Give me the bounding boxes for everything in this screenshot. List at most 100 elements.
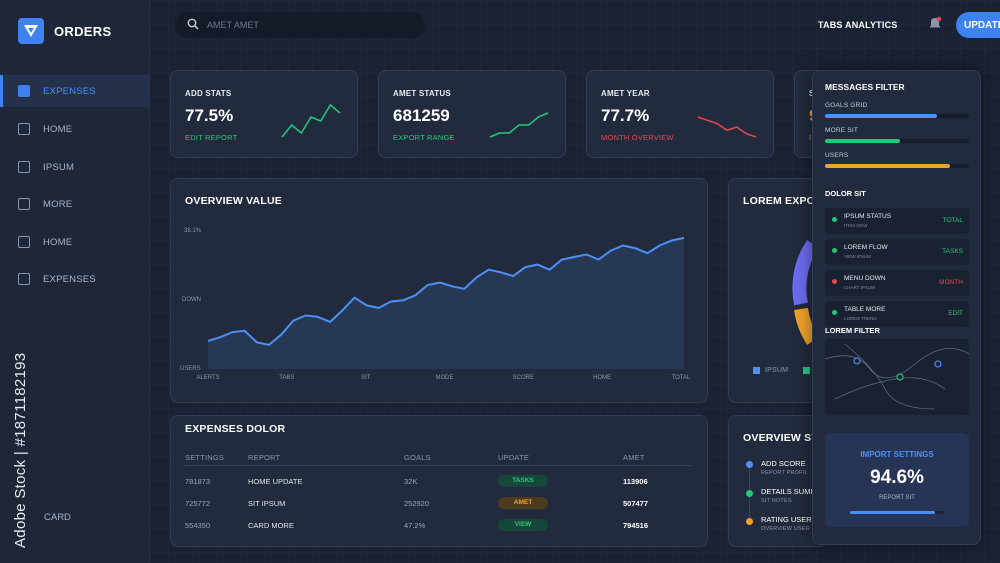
- sidebar-item-label: IPSUM: [43, 161, 75, 173]
- table-title: EXPENSES DOLOR: [185, 423, 286, 435]
- stat-value: 681259: [393, 106, 450, 125]
- search-icon: [187, 18, 199, 30]
- stat-link[interactable]: I: [809, 133, 812, 142]
- chart-line: [207, 236, 685, 346]
- stat-label: S: [809, 89, 815, 98]
- lorem-export-card: LOREM EXPOR IPSUM: [728, 178, 828, 403]
- stat-label: AMET STATUS: [393, 89, 451, 98]
- search-input[interactable]: AMET AMET: [207, 20, 259, 30]
- table-cell: 725772: [185, 499, 211, 508]
- stat-value: 77.5%: [185, 106, 234, 125]
- checkbox-icon: [18, 236, 30, 248]
- list-item-title: IPSUM STATUS: [844, 213, 892, 220]
- column-header[interactable]: REPORT: [248, 453, 281, 462]
- chart-title: OVERVIEW VALUE: [185, 195, 282, 207]
- timeline-title: DETAILS SUMI: [761, 487, 813, 496]
- app-title: ORDERS: [54, 24, 112, 39]
- import-settings-card[interactable]: IMPORT SETTINGS 94.6% REPORT SIT: [825, 433, 969, 527]
- filter-map[interactable]: [824, 339, 970, 415]
- sidebar-item-expenses[interactable]: EXPENSES: [0, 75, 150, 107]
- progress-bar: [825, 164, 969, 168]
- sidebar-card-label[interactable]: CARD: [44, 512, 71, 523]
- list-item-sub: VIEW IPSUM: [844, 254, 872, 259]
- column-header[interactable]: GOALS: [404, 453, 431, 462]
- list-item[interactable]: TABLE MORE LOREM TREND EDIT: [825, 301, 969, 327]
- status-badge[interactable]: TASKS: [498, 475, 548, 487]
- timeline-dot: [746, 490, 753, 497]
- update-button[interactable]: UPDATE: [956, 12, 1000, 38]
- sidebar-item-label: HOME: [43, 236, 73, 248]
- sidebar-item-more[interactable]: MORE: [0, 188, 150, 220]
- overview-line-chart[interactable]: 38.1% DOWN USERS ALERTS TABS SIT MODE SCORE H…: [171, 179, 709, 404]
- timeline-title: ADD SCORE: [761, 459, 806, 468]
- timeline-dot: [746, 518, 753, 525]
- table-cell: 781873: [185, 477, 211, 486]
- status-badge[interactable]: AMET: [498, 497, 548, 509]
- x-tick-label: TOTAL: [672, 375, 691, 381]
- sparkline: [697, 116, 757, 138]
- column-header[interactable]: SETTINGS: [185, 453, 225, 462]
- sidebar-item-label: MORE: [43, 198, 73, 210]
- timeline-title: RATING USER: [761, 515, 812, 524]
- y-tick-label: USERS: [180, 366, 201, 372]
- sidebar-item-expenses-2[interactable]: EXPENSES: [0, 263, 150, 295]
- list-item-tag: TASKS: [942, 248, 963, 255]
- checkbox-icon: [18, 85, 30, 97]
- table-cell: SIT IPSUM: [248, 499, 286, 508]
- sidebar-item-ipsum[interactable]: IPSUM: [0, 151, 150, 183]
- list-item-sub: LOREM TREND: [844, 316, 877, 321]
- legend-label: IPSUM: [765, 367, 789, 374]
- list-item[interactable]: MENU DOWN CHART IPSUM MONTH: [825, 270, 969, 296]
- checkbox-icon: [18, 273, 30, 285]
- table-cell: 113906: [623, 477, 648, 486]
- sidebar-item-home[interactable]: HOME: [0, 113, 150, 145]
- column-header[interactable]: UPDATE: [498, 453, 530, 462]
- stat-value: 77.7%: [601, 106, 650, 125]
- bell-icon[interactable]: [928, 16, 942, 30]
- sidebar-item-home-2[interactable]: HOME: [0, 226, 150, 258]
- x-tick-label: HOME: [593, 375, 611, 381]
- status-badge[interactable]: VIEW: [498, 519, 548, 531]
- checkbox-icon: [18, 161, 30, 173]
- timeline-dot: [746, 461, 753, 468]
- status-dot: [832, 248, 837, 253]
- list-item-title: TABLE MORE: [844, 306, 886, 313]
- status-dot: [832, 310, 837, 315]
- progress-fill: [825, 114, 938, 118]
- month-overview-link[interactable]: MONTH OVERVIEW: [601, 133, 674, 142]
- overview-status-card: OVERVIEW ST ADD SCORE REPORT PROFIL DETA…: [728, 415, 828, 547]
- sparkline-path: [281, 103, 341, 138]
- sidebar-item-label: HOME: [43, 123, 73, 135]
- search-bar[interactable]: AMET AMET: [175, 12, 425, 38]
- divider: [185, 465, 691, 466]
- sparkline: [489, 112, 549, 138]
- table-cell: HOME UPDATE: [248, 477, 303, 486]
- export-range-link[interactable]: EXPORT RANGE: [393, 133, 455, 142]
- sparkline-path: [489, 112, 549, 138]
- messages-filter-panel: MESSAGES FILTER GOALS GRID MORE SIT USER…: [812, 70, 981, 545]
- legend-swatch: [753, 367, 760, 374]
- import-title: IMPORT SETTINGS: [860, 450, 934, 459]
- overview-value-card: OVERVIEW VALUE 38.1% DOWN USERS ALERTS TA…: [170, 178, 708, 403]
- tabs-analytics-link[interactable]: TABS ANALYTICS: [818, 20, 898, 30]
- table-cell: 554350: [185, 521, 211, 530]
- list-item[interactable]: LOREM FLOW VIEW IPSUM TASKS: [825, 239, 969, 265]
- stat-label: ADD STATS: [185, 89, 232, 98]
- logo[interactable]: [18, 18, 44, 44]
- timeline-sub: SIT NOTES: [761, 498, 792, 504]
- column-header[interactable]: AMET: [623, 453, 645, 462]
- list-item[interactable]: IPSUM STATUS ITEM VIEW TOTAL: [825, 208, 969, 234]
- status-dot: [832, 217, 837, 222]
- edit-report-link[interactable]: EDIT REPORT: [185, 133, 238, 142]
- bar-label: MORE SIT: [825, 127, 859, 134]
- expenses-table-card: EXPENSES DOLOR SETTINGS REPORT GOALS UPD…: [170, 415, 708, 547]
- table-cell: 507477: [623, 499, 649, 508]
- list-item-title: MENU DOWN: [844, 275, 886, 282]
- import-progress-fill: [850, 511, 935, 514]
- list-item-sub: ITEM VIEW: [844, 223, 868, 228]
- logo-icon: [24, 25, 38, 37]
- import-progress: [850, 511, 944, 514]
- x-tick-label: TABS: [279, 375, 294, 381]
- table-cell: 252920: [404, 499, 430, 508]
- sparkline-path: [697, 116, 757, 138]
